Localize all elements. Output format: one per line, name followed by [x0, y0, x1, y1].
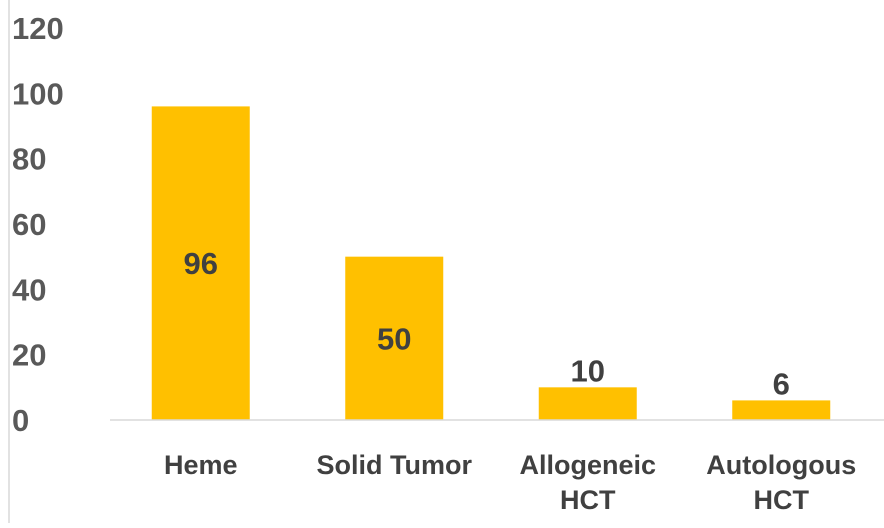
x-tick-label: Autologous HCT	[706, 450, 856, 515]
data-label: 50	[377, 321, 411, 356]
y-tick-label: 80	[12, 142, 46, 177]
y-axis-ticks: 0 20 40 60 80 100 120	[12, 11, 64, 438]
y-tick-label: 0	[12, 403, 29, 438]
y-tick-label: 20	[12, 338, 46, 373]
bar	[732, 400, 831, 420]
data-labels: 96 50 10 6	[184, 246, 790, 401]
bar	[538, 387, 637, 420]
y-tick-label: 120	[12, 11, 64, 46]
bars	[151, 106, 831, 421]
x-axis-labels: Heme Solid Tumor Allogeneic HCT Autologous HC…	[164, 450, 856, 515]
x-tick-label-line: Autologous	[706, 450, 856, 480]
y-tick-label: 60	[12, 207, 46, 242]
data-label: 96	[184, 246, 218, 281]
x-tick-label-line: HCT	[560, 485, 616, 515]
x-tick-label-line: Solid Tumor	[317, 450, 473, 480]
data-label: 10	[571, 353, 605, 388]
bar	[151, 106, 250, 421]
y-tick-label: 40	[12, 272, 46, 307]
x-tick-label-line: Allogeneic	[519, 450, 656, 480]
x-tick-label: Heme	[164, 450, 238, 480]
data-label: 6	[773, 366, 790, 401]
y-tick-label: 100	[12, 76, 64, 111]
x-tick-label-line: HCT	[754, 485, 810, 515]
x-tick-label: Allogeneic HCT	[519, 450, 656, 515]
x-tick-label: Solid Tumor	[317, 450, 473, 480]
bar	[345, 256, 444, 420]
x-tick-label-line: Heme	[164, 450, 238, 480]
